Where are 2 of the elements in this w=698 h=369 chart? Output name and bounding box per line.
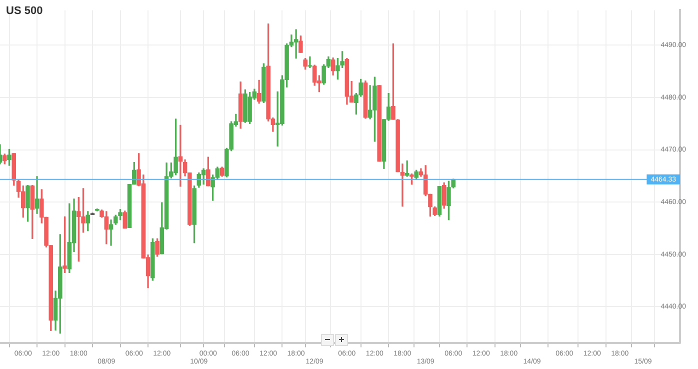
candlestick — [294, 29, 298, 59]
chart-title: US 500 — [6, 5, 43, 17]
